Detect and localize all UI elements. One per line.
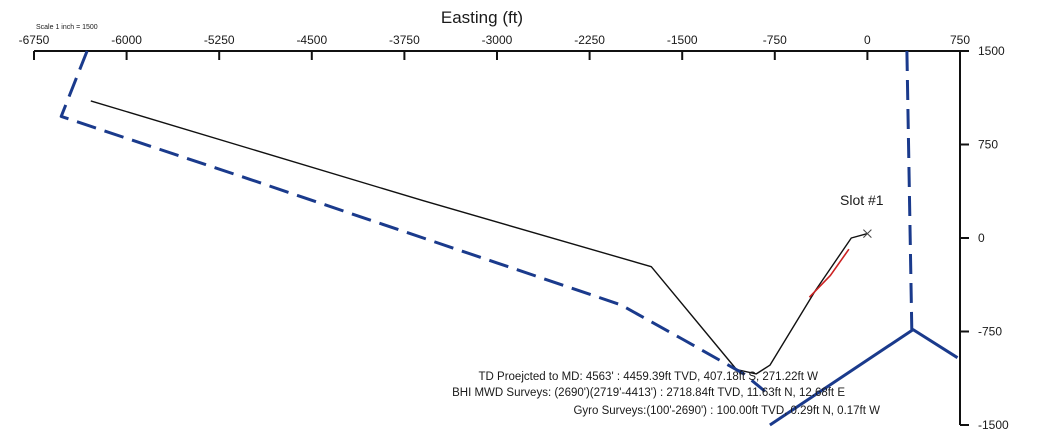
y-tick-label: -1500	[978, 418, 1009, 432]
y-tick-label: -750	[978, 325, 1002, 339]
series-layer	[59, 50, 959, 427]
x-tick-label: -3750	[389, 33, 420, 47]
x-tick-label: -6750	[19, 33, 50, 47]
x-tick-label: -1500	[667, 33, 698, 47]
x-tick-label: -3000	[482, 33, 513, 47]
scale-note: Scale 1 inch = 1500	[36, 24, 98, 31]
x-tick-label: 750	[950, 33, 970, 47]
series-4-line	[769, 328, 959, 427]
x-tick-label: -5250	[204, 33, 235, 47]
annotations: TD Proejcted to MD: 4563' : 4459.39ft TV…	[452, 371, 880, 417]
annotation-td: TD Proejcted to MD: 4563' : 4459.39ft TV…	[479, 371, 819, 383]
x-axis-title: Easting (ft)	[441, 8, 523, 27]
x-tick-label: -4500	[296, 33, 327, 47]
series-0-line	[90, 100, 868, 375]
series-3-line	[905, 50, 914, 330]
annotation-bhi: BHI MWD Surveys: (2690')(2719'-4413') : …	[452, 387, 845, 399]
x-tick-label: 0	[864, 33, 871, 47]
y-tick-label: 750	[978, 138, 998, 152]
x-tick-label: -2250	[574, 33, 605, 47]
x-tick-label: -750	[763, 33, 787, 47]
x-tick-label: -6000	[111, 33, 142, 47]
slot-label: Slot #1	[840, 192, 884, 208]
y-tick-label: 0	[978, 231, 985, 245]
y-tick-label: 1500	[978, 44, 1005, 58]
x-axis: -6750 -6000 -5250 -4500 -3750 -3000 -2250 -1500…	[19, 33, 970, 60]
series-2-line	[59, 50, 766, 393]
annotation-gyro: Gyro Surveys:(100'-2690') : 100.00ft TVD…	[573, 405, 880, 417]
series-1-line	[808, 248, 850, 298]
slot-marker	[863, 229, 872, 238]
y-axis: 1500 750 0 -750 -1500	[959, 44, 1009, 432]
